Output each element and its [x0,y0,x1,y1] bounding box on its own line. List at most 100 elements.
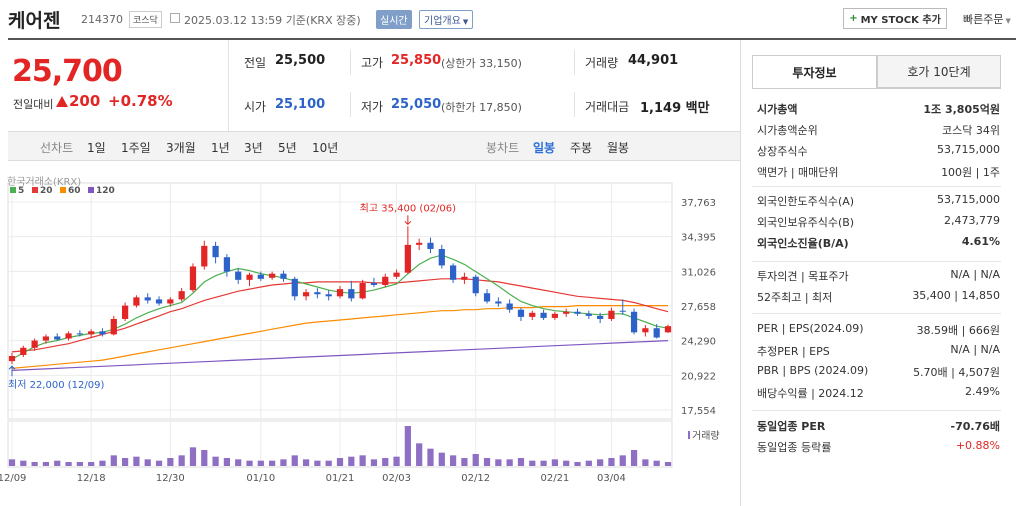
current-price: 25,700 [12,54,123,89]
volume-value: 44,901 [628,53,679,68]
x-tick-label: 02/03 [382,473,411,484]
candle-monthly[interactable]: 월봉 [607,141,630,155]
volume-bar [291,455,298,466]
period-3m[interactable]: 3개월 [166,141,196,155]
invest-row: 외국인소진율(B/A) 4.61% [757,235,1000,251]
period-10y[interactable]: 10년 [312,141,339,155]
candle-body [246,274,253,280]
quote-datetime: 2025.03.12 13:59 기준(KRX 장중) [184,12,361,28]
candle-daily[interactable]: 일봉 [533,141,556,155]
prev-label: 전일 [244,56,267,70]
realtime-badge[interactable]: 실시간 [376,10,412,29]
invest-row-value: 53,715,000 [937,193,1000,206]
divider [574,92,575,117]
basis: 기준(KRX 장중) [285,14,361,27]
low-label: 저가 [361,100,384,114]
change-percent: +0.78% [108,92,173,110]
divider [350,50,351,75]
line-chart-label: 선차트 [40,141,74,155]
tab-orderbook[interactable]: 호가 10단계 [877,55,1001,88]
ma-legend-label: 5 [18,186,24,196]
high-annotation: 최고 35,400 (02/06) [360,202,456,214]
ma20-line [11,278,669,353]
volume-bar [359,455,366,466]
volume-bar [563,460,570,466]
tab-invest-info[interactable]: 투자정보 [752,55,877,88]
mystock-add-button[interactable]: + MY STOCK 추가 [843,8,947,29]
company-info-dropdown[interactable]: 기업개요 ▼ [419,10,474,29]
y-axis: 37,763 34,395 31,026 27,658 24,290 20,922 17,5… [681,198,716,417]
period-1y[interactable]: 1년 [211,141,230,155]
change-value: 200 [55,92,100,110]
ma-legend-swatch [60,187,66,193]
volume-bar [416,443,423,466]
invest-row-value: 4.61% [961,235,1000,248]
candle-body [144,297,151,301]
candle-body [201,245,208,267]
volume-bar [404,426,411,466]
plus-icon: + [849,13,858,24]
volume-bar [178,455,185,466]
volume-bar [54,460,61,466]
period-3y[interactable]: 3년 [244,141,263,155]
volume-bar [585,460,592,466]
candle-body [155,299,163,304]
volume-bar [461,458,468,466]
ma-legend-label: 20 [40,186,53,196]
tab-underline [752,88,1001,89]
volume-bar [269,460,276,466]
period-1w[interactable]: 1주일 [121,141,151,155]
x-axis: 12/09 12/18 12/30 01/10 01/21 02/03 02/12 02/21… [0,473,626,484]
period-1d[interactable]: 1일 [87,141,106,155]
invest-row-label: PBR | BPS (2024.09) [757,364,869,377]
candle-body [449,265,457,280]
price-chart[interactable]: 한국거래소(KRX) 5 20 60 120 37,763 34,395 31,026 27… [0,161,740,506]
candle-body [642,328,649,333]
invest-row-label: 상장주식수 [757,145,808,158]
candle-weekly[interactable]: 주봉 [570,141,593,155]
ma-legend-label: 60 [68,186,81,196]
volume-bar [99,460,106,466]
candle-body [483,293,491,302]
volume-bar [167,458,174,466]
invest-row-label: 투자의견 | 목표주가 [757,270,849,283]
ma60-line [11,305,668,369]
volume-bar [133,456,140,466]
volume-bar [642,459,649,466]
invest-row: 시가총액 1조 3,805억원 [757,101,1000,117]
volume-legend-mark [688,431,690,439]
candle-body [359,282,366,299]
invest-row-label: 외국인한도주식수(A) [757,195,855,208]
y-tick-label: 34,395 [681,233,716,244]
candle-body [597,315,604,319]
invest-row-label: 동일업종 PER [757,420,826,433]
candle-body [212,245,219,258]
volume-bar [325,460,332,466]
period-toolbar [8,131,740,161]
candle-body [370,282,378,285]
candle-body [574,311,581,314]
quick-order-button[interactable]: 빠른주문 ▼ [963,11,1011,27]
invest-row: 52주최고 | 최저 35,400 | 14,850 [757,289,1000,305]
candle-body [393,272,400,277]
x-tick-label: 01/10 [246,473,275,484]
volume-bar [619,455,626,466]
candle-body [461,276,468,280]
candle-body [529,312,536,317]
volume-bar [449,455,457,466]
candle-body [65,333,72,339]
candle-body [517,309,525,317]
invest-row-value: 2,473,779 [944,214,1000,227]
invest-row-label: 추정PER | EPS [757,345,830,358]
invest-row: PBR | BPS (2024.09) 5.70배 | 4,507원 [757,364,1000,380]
source-label: 한국거래소(KRX) [7,176,81,188]
lower-limit: (하한가 17,850) [441,101,522,114]
invest-row-value: 38.59배 | 666원 [916,324,1000,337]
x-tick-label: 12/18 [77,473,106,484]
candle-body [608,310,615,319]
y-tick-label: 20,922 [681,371,716,382]
candle-body [257,274,264,279]
candle-body [54,336,61,340]
invest-row-value: -70.76배 [950,420,1000,433]
period-5y[interactable]: 5년 [278,141,297,155]
